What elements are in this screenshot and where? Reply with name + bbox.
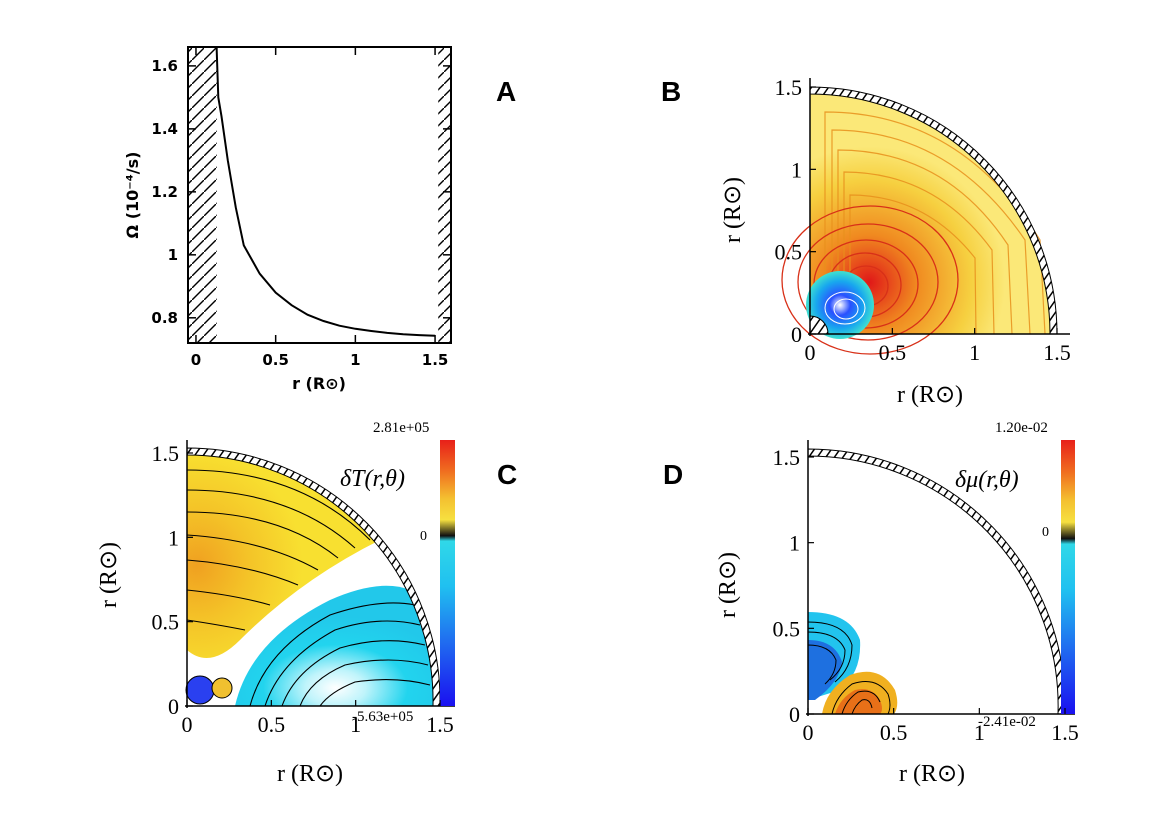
panel-c-x-tick-label: 1.5 xyxy=(426,712,454,737)
panel-d-y-axis-label: r (R⊙) xyxy=(715,552,741,618)
panel-b-y-axis-label: r (R⊙) xyxy=(720,177,746,243)
panel-a-series-line xyxy=(215,46,436,337)
panel-c-y-tick-label: 0 xyxy=(168,694,179,719)
panel-a-frame xyxy=(187,46,452,344)
panel-d-y-tick-label: 0.5 xyxy=(773,616,801,641)
panel-c-y-tick-label: 1.5 xyxy=(152,441,180,466)
panel-c-negative-lobe xyxy=(235,585,436,706)
panel-c-contour-lines xyxy=(186,469,431,707)
panel-b-y-tick-label: 0 xyxy=(791,322,802,347)
panel-a-y-tick-label: 1.2 xyxy=(151,183,178,201)
panel-d-y-tick-label: 1 xyxy=(789,531,800,556)
panel-a-y-tick-label: 0.8 xyxy=(151,309,178,327)
panel-a-hatched-surface xyxy=(438,47,451,343)
panel-d-colorbar xyxy=(1061,440,1075,714)
panel-c-x-tick-label: 0.5 xyxy=(258,712,286,737)
panel-c-x-tick-label: 1 xyxy=(350,712,361,737)
panel-d-colorbar-zero: 0 xyxy=(1042,525,1049,540)
panel-a-y-tick-label: 1.6 xyxy=(151,57,178,75)
panel-c-y-axis-label: r (R⊙) xyxy=(96,542,122,608)
panel-c-colorbar xyxy=(440,440,455,706)
panel-d-colorbar-max: 1.20e-02 xyxy=(995,420,1048,436)
panel-a-y-axis-label: Ω (10⁻⁴/s) xyxy=(123,152,142,239)
panel-c-title: δT(r,θ) xyxy=(340,466,405,492)
panel-b-contour-fill xyxy=(810,87,1057,334)
panel-d-x-tick-label: 1.5 xyxy=(1051,720,1079,745)
panel-b-x-tick-label: 0 xyxy=(805,340,816,365)
panel-b-blue-contours xyxy=(824,291,866,325)
panel-a-hatched-core xyxy=(188,47,217,343)
panel-label-b: B xyxy=(661,76,681,107)
panel-b-x-tick-label: 0.5 xyxy=(879,340,907,365)
panel-a-x-tick-label: 0 xyxy=(191,351,201,369)
panel-a-x-tick-label: 0.5 xyxy=(262,351,289,369)
panel-c-core-min xyxy=(185,675,215,705)
panel-c-positive-lobe xyxy=(187,452,380,658)
panel-c-x-tick-label: 0 xyxy=(182,712,193,737)
panel-d-y-tick-label: 0 xyxy=(789,702,800,727)
panel-b-contour-plot: 0 0.5 1 1.5 0 0.5 1 1.5 r (R⊙) r (R⊙) xyxy=(720,75,1071,408)
panel-a-line-chart: 0 0.5 1 1.5 0.8 1 1.2 1.4 1.6 r (R⊙) Ω (10⁻⁴/s) xyxy=(123,46,452,393)
panel-a-y-tick-label: 1 xyxy=(168,246,178,264)
panel-label-a: A xyxy=(496,76,516,107)
panel-c-colorbar-zero: 0 xyxy=(420,529,427,544)
panel-b-y-tick-label: 1 xyxy=(791,157,802,182)
panel-d-x-tick-label: 0.5 xyxy=(880,720,908,745)
panel-b-x-tick-label: 1.5 xyxy=(1043,340,1071,365)
panel-a-x-axis-label: r (R⊙) xyxy=(292,374,346,393)
panel-b-y-tick-label: 1.5 xyxy=(775,75,803,100)
panel-d-contour-lines xyxy=(807,621,891,715)
panel-c-core-max xyxy=(211,677,233,699)
panel-d-x-tick-label: 0 xyxy=(803,720,814,745)
panel-a-x-tick-label: 1 xyxy=(350,351,360,369)
panel-d-positive-core xyxy=(835,689,882,714)
panel-c-x-axis-label: r (R⊙) xyxy=(277,761,343,787)
panel-b-y-tick-label: 0.5 xyxy=(775,240,803,265)
panel-d-x-axis-label: r (R⊙) xyxy=(899,761,965,787)
panel-label-d: D xyxy=(663,459,683,490)
panel-c-y-tick-label: 0.5 xyxy=(152,610,180,635)
panel-d-x-tick-label: 1 xyxy=(974,720,985,745)
panel-d-contour-plot: 0 0.5 1 1.5 0 0.5 1 1.5 1.20e-02 -2.41e-02 0 δμ… xyxy=(715,420,1079,787)
panel-c-colorbar-max: 2.81e+05 xyxy=(373,420,429,436)
panel-c-colorbar-min: -5.63e+05 xyxy=(352,709,413,725)
panel-c-contour-plot: 0 0.5 1 1.5 0 0.5 1 1.5 2.81e+05 -5.63e+05 0 δT… xyxy=(96,420,455,787)
panel-d-y-tick-label: 1.5 xyxy=(773,445,801,470)
panel-b-x-axis-label: r (R⊙) xyxy=(897,382,963,408)
panel-d-title: δμ(r,θ) xyxy=(955,467,1019,493)
panel-b-x-tick-label: 1 xyxy=(969,340,980,365)
panel-d-colorbar-min: -2.41e-02 xyxy=(978,714,1036,730)
panel-a-x-tick-label: 1.5 xyxy=(422,351,449,369)
panel-a-y-tick-label: 1.4 xyxy=(151,120,178,138)
panel-c-y-tick-label: 1 xyxy=(168,525,179,550)
panel-label-c: C xyxy=(497,459,517,490)
